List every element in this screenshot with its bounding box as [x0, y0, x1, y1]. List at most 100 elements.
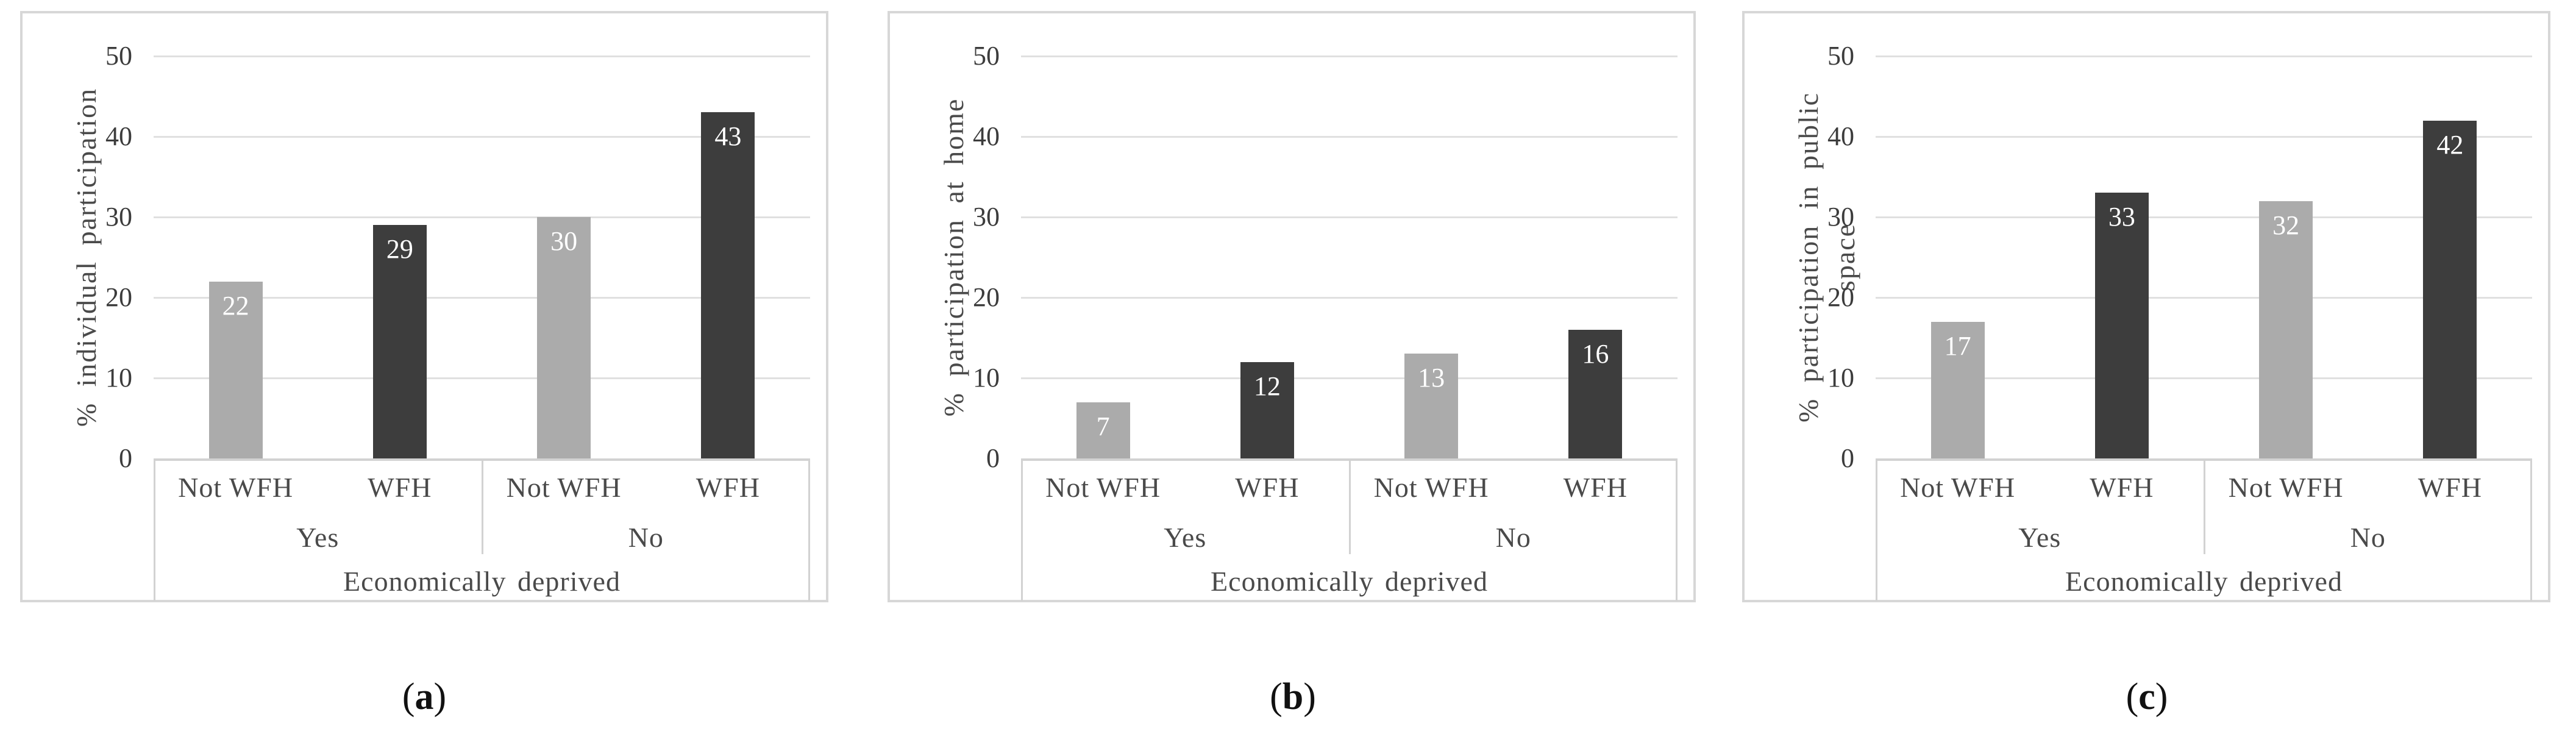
axis-group-divider-line: [2203, 461, 2205, 554]
caption-open-paren: (: [2126, 676, 2139, 718]
caption-close-paren: ): [2155, 676, 2168, 718]
y-axis-title: % individual participation: [71, 87, 102, 427]
x-axis-label-table: Not WFH WFH Not WFH WFH Yes No Economically …: [1876, 458, 2532, 601]
x-axis-title: Economically deprived: [2065, 565, 2343, 597]
caption-a: (a): [302, 675, 546, 719]
y-tick-label: 40: [1827, 121, 1854, 151]
gridline: [1876, 55, 2532, 57]
y-axis-title: % participation at home: [938, 98, 969, 417]
y-tick-label: 10: [105, 363, 132, 393]
bar: 22: [208, 281, 263, 458]
bar: 17: [1930, 321, 1985, 458]
gridline: [154, 135, 810, 138]
group-label-row: Yes No: [1876, 513, 2532, 561]
axis-table-right-line: [2530, 461, 2532, 601]
plot-area: 7 12 13 16: [1021, 55, 1678, 458]
bar-value-label: 7: [1096, 411, 1110, 441]
bar-value-label: 33: [2108, 202, 2135, 232]
y-tick-label: 0: [1841, 443, 1854, 473]
caption-b: (b): [1171, 675, 1415, 719]
gridline: [1876, 216, 2532, 218]
y-tick-label: 30: [1827, 202, 1854, 232]
y-tick-label: 50: [1827, 41, 1854, 71]
chart-panel-b: % participation at home 7 12 13 16 Not WFH W…: [888, 11, 1696, 602]
gridline: [154, 55, 810, 57]
x-axis-title-row: Economically deprived: [1876, 561, 2532, 601]
y-tick-label: 50: [105, 41, 132, 71]
group-label-row: Yes No: [154, 513, 810, 561]
category-label-row: Not WFH WFH Not WFH WFH: [1021, 461, 1678, 513]
y-tick-label: 40: [973, 121, 1000, 151]
category-label: Not WFH: [1373, 471, 1489, 503]
bar: 33: [2094, 193, 2149, 458]
gridline: [154, 296, 810, 299]
plot-area: 17 33 32 42: [1876, 55, 2532, 458]
caption-letter: b: [1282, 676, 1304, 718]
y-tick-label: 20: [1827, 282, 1854, 312]
bar: 16: [1568, 329, 1623, 458]
y-tick-label: 10: [1827, 363, 1854, 393]
category-label: Not WFH: [2228, 471, 2344, 503]
group-label: No: [1495, 521, 1531, 553]
category-label: Not WFH: [506, 471, 622, 503]
y-tick-label: 20: [105, 282, 132, 312]
bar: 32: [2259, 201, 2313, 458]
bar: 7: [1076, 402, 1130, 458]
bar: 29: [372, 225, 427, 458]
axis-table-left-line: [1876, 461, 1877, 601]
bar: 13: [1404, 354, 1459, 458]
group-label: Yes: [1164, 521, 1207, 553]
category-label: WFH: [2090, 471, 2154, 503]
group-label: No: [2350, 521, 2386, 553]
gridline: [1021, 135, 1678, 138]
y-tick-label: 30: [973, 202, 1000, 232]
caption-c: (c): [2025, 675, 2269, 719]
y-tick-label: 0: [119, 443, 132, 473]
caption-open-paren: (: [1270, 676, 1283, 718]
bar-value-label: 29: [386, 234, 413, 265]
chart-panel-c: % participation in public space 17 33 32 42…: [1742, 11, 2550, 602]
axis-table-left-line: [1021, 461, 1023, 601]
caption-open-paren: (: [402, 676, 415, 718]
category-label: WFH: [1563, 471, 1628, 503]
y-tick-label: 50: [973, 41, 1000, 71]
group-label: Yes: [2018, 521, 2062, 553]
y-axis-title: % participation in public space: [1793, 91, 1860, 423]
axis-table-left-line: [154, 461, 155, 601]
gridline: [1021, 296, 1678, 299]
gridline: [1021, 216, 1678, 218]
group-label: Yes: [296, 521, 340, 553]
category-label-row: Not WFH WFH Not WFH WFH: [154, 461, 810, 513]
gridline: [1876, 135, 2532, 138]
gridline: [1021, 377, 1678, 379]
category-label-row: Not WFH WFH Not WFH WFH: [1876, 461, 2532, 513]
axis-table-right-line: [808, 461, 810, 601]
bar-value-label: 42: [2436, 129, 2464, 160]
bar-value-label: 22: [222, 290, 249, 321]
category-label: WFH: [1235, 471, 1300, 503]
chart-panel-a: % individual participation 22 29 30 43 Not …: [20, 11, 828, 602]
bar: 12: [1240, 362, 1294, 458]
bar: 30: [537, 217, 591, 458]
axis-table-right-line: [1676, 461, 1678, 601]
gridline: [1876, 296, 2532, 299]
bar-value-label: 17: [1944, 330, 1971, 361]
x-axis-title-row: Economically deprived: [154, 561, 810, 601]
caption-letter: a: [415, 676, 434, 718]
category-label: WFH: [2418, 471, 2482, 503]
axis-group-divider-line: [1348, 461, 1351, 554]
bar-value-label: 30: [550, 226, 578, 256]
y-tick-label: 10: [973, 363, 1000, 393]
gridline: [154, 377, 810, 379]
gridline: [1021, 55, 1678, 57]
y-tick-label: 20: [973, 282, 1000, 312]
category-label: Not WFH: [1045, 471, 1161, 503]
gridline: [154, 216, 810, 218]
bar: 42: [2423, 120, 2477, 458]
group-label: No: [628, 521, 664, 553]
category-label: WFH: [696, 471, 760, 503]
bar-value-label: 13: [1418, 363, 1445, 393]
bar-value-label: 43: [714, 121, 742, 152]
x-axis-title: Economically deprived: [343, 565, 621, 597]
bar-value-label: 32: [2272, 210, 2300, 240]
